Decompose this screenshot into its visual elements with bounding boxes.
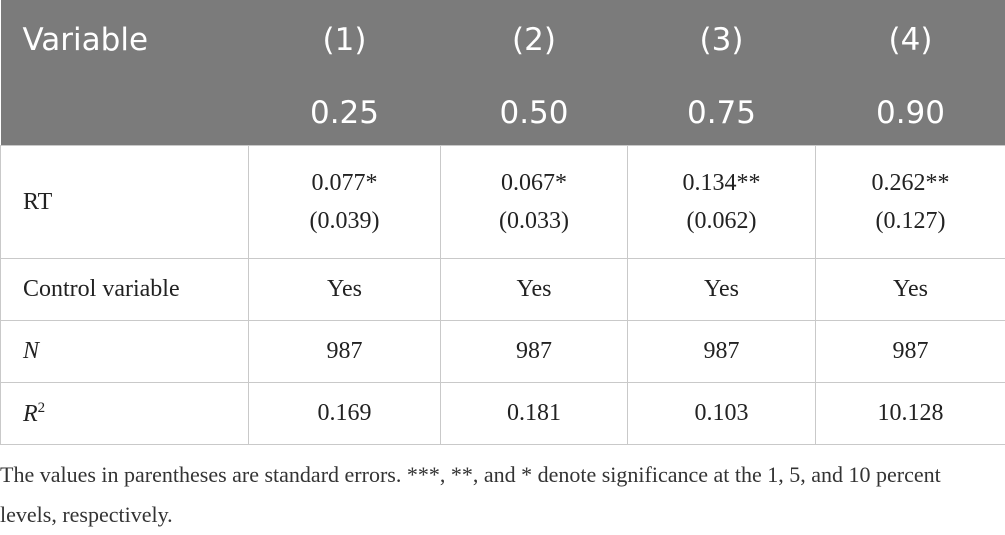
row-label-text: R (23, 400, 38, 427)
table-row: R2 0.169 0.181 0.103 10.128 (0, 382, 1005, 445)
table-header: Variable (1) (2) (3) (4) 0.25 0.50 0.75 0.90 (0, 0, 1005, 146)
table-cell: 0.169 (248, 382, 441, 445)
header-cell: (2) (440, 0, 628, 80)
table-cell: 987 (815, 320, 1005, 383)
header-cell: 0.50 (440, 80, 628, 146)
row-label: N (0, 320, 249, 383)
table-note: The values in parentheses are standard e… (0, 462, 941, 527)
table-cell: 987 (627, 320, 816, 383)
table-cell: 10.128 (815, 382, 1005, 445)
cell-line: 0.067* (501, 170, 567, 196)
header-cell: (1) (248, 0, 441, 80)
table-cell: 0.067* (0.033) (440, 145, 628, 259)
row-label: RT (0, 145, 249, 259)
table-cell: Yes (815, 258, 1005, 321)
table-row: N 987 987 987 987 (0, 320, 1005, 383)
table-cell: Yes (440, 258, 628, 321)
row-label: R2 (0, 382, 249, 445)
cell-line: 0.134** (682, 170, 761, 196)
table-cell: Yes (627, 258, 816, 321)
table-cell: 0.077* (0.039) (248, 145, 441, 259)
header-cell: 0.75 (627, 80, 816, 146)
superscript: 2 (37, 399, 46, 416)
table-body: RT 0.077* (0.039) 0.067* (0.033) 0.134** (0.06… (0, 145, 1005, 445)
row-label-text: N (23, 338, 40, 364)
table-cell: 0.181 (440, 382, 628, 445)
table-cell: Yes (248, 258, 441, 321)
cell-line: (0.039) (309, 208, 380, 234)
header-cell (0, 80, 249, 146)
header-row: Variable (1) (2) (3) (4) (0, 0, 1005, 80)
header-row: 0.25 0.50 0.75 0.90 (0, 80, 1005, 146)
cell-line: (0.033) (499, 208, 569, 234)
header-cell: (3) (627, 0, 816, 80)
table-cell: 987 (440, 320, 628, 383)
row-label: Control variable (0, 258, 249, 321)
header-cell: Variable (0, 0, 249, 80)
cell-line: (0.062) (686, 208, 757, 234)
cell-line: (0.127) (875, 208, 946, 234)
header-cell: (4) (815, 0, 1005, 80)
results-table: Variable (1) (2) (3) (4) 0.25 0.50 0.75 0.90 RT 0… (0, 0, 1005, 445)
header-cell: 0.90 (815, 80, 1005, 146)
header-cell: 0.25 (248, 80, 441, 146)
table-cell: 987 (248, 320, 441, 383)
cell-line: 0.077* (311, 170, 378, 196)
table-cell: 0.262** (0.127) (815, 145, 1005, 259)
table-row: Control variable Yes Yes Yes Yes (0, 258, 1005, 321)
row-label-text: RT (23, 188, 53, 215)
cell-line: 0.262** (871, 170, 950, 196)
table-cell: 0.103 (627, 382, 816, 445)
table-cell: 0.134** (0.062) (627, 145, 816, 259)
row-label-text: Control variable (23, 276, 180, 302)
table-row: RT 0.077* (0.039) 0.067* (0.033) 0.134** (0.06… (0, 145, 1005, 259)
